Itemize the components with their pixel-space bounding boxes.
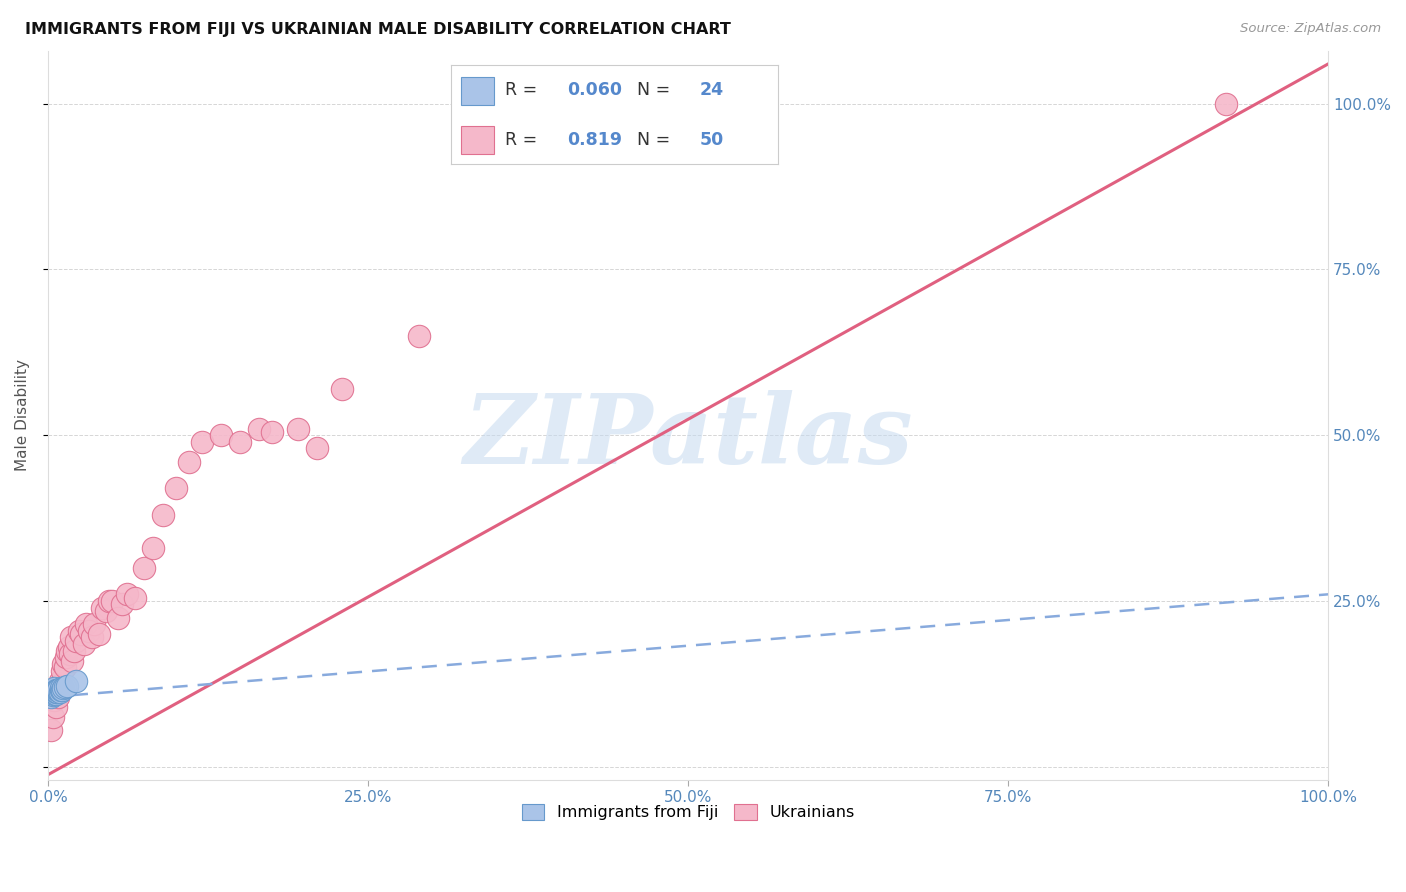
Point	[49, 677, 72, 691]
Point	[142, 541, 165, 555]
Point	[94, 604, 117, 618]
Point	[107, 610, 129, 624]
Point	[60, 631, 83, 645]
Point	[80, 631, 103, 645]
Point	[56, 679, 79, 693]
Point	[45, 687, 67, 701]
Point	[60, 654, 83, 668]
Point	[49, 683, 72, 698]
Point	[83, 617, 105, 632]
Point	[332, 382, 354, 396]
Point	[46, 685, 69, 699]
Text: ZIPatlas: ZIPatlas	[464, 390, 912, 484]
Point	[46, 690, 69, 704]
Point	[59, 647, 82, 661]
Point	[44, 693, 66, 707]
Point	[45, 700, 67, 714]
Point	[98, 594, 121, 608]
Point	[42, 688, 65, 702]
Point	[46, 682, 69, 697]
Point	[52, 657, 75, 671]
Point	[62, 643, 84, 657]
Point	[48, 685, 70, 699]
Point	[132, 561, 155, 575]
Point	[152, 508, 174, 522]
Point	[53, 660, 76, 674]
Point	[65, 633, 87, 648]
Y-axis label: Male Disability: Male Disability	[15, 359, 30, 471]
Point	[75, 617, 97, 632]
Point	[124, 591, 146, 605]
Point	[77, 624, 100, 638]
Point	[165, 481, 187, 495]
Point	[45, 682, 67, 697]
Point	[44, 683, 66, 698]
Point	[111, 597, 134, 611]
Point	[89, 627, 111, 641]
Point	[51, 664, 73, 678]
Point	[46, 683, 69, 698]
Point	[90, 600, 112, 615]
Point	[51, 682, 73, 697]
Point	[305, 442, 328, 456]
Legend: Immigrants from Fiji, Ukrainians: Immigrants from Fiji, Ukrainians	[515, 797, 860, 827]
Point	[48, 673, 70, 688]
Point	[67, 624, 90, 638]
Point	[209, 428, 232, 442]
Point	[287, 421, 309, 435]
Text: IMMIGRANTS FROM FIJI VS UKRAINIAN MALE DISABILITY CORRELATION CHART: IMMIGRANTS FROM FIJI VS UKRAINIAN MALE D…	[25, 22, 731, 37]
Point	[44, 685, 66, 699]
Point	[55, 650, 77, 665]
Point	[58, 640, 80, 655]
Point	[44, 681, 66, 696]
Point	[52, 681, 75, 696]
Point	[46, 680, 69, 694]
Point	[262, 425, 284, 439]
Point	[117, 587, 139, 601]
Point	[190, 434, 212, 449]
Point	[49, 681, 72, 696]
Point	[65, 673, 87, 688]
Point	[42, 683, 65, 698]
Text: Source: ZipAtlas.com: Source: ZipAtlas.com	[1240, 22, 1381, 36]
Point	[41, 687, 63, 701]
Point	[101, 594, 124, 608]
Point	[41, 685, 63, 699]
Point	[247, 421, 270, 435]
Point	[73, 637, 96, 651]
Point	[53, 680, 76, 694]
Point	[177, 455, 200, 469]
Point	[42, 710, 65, 724]
Point	[56, 643, 79, 657]
Point	[45, 685, 67, 699]
Point	[229, 434, 252, 449]
Point	[39, 723, 62, 738]
Point	[39, 690, 62, 704]
Point	[42, 685, 65, 699]
Point	[44, 687, 66, 701]
Point	[70, 627, 93, 641]
Point	[408, 328, 430, 343]
Point	[1215, 96, 1237, 111]
